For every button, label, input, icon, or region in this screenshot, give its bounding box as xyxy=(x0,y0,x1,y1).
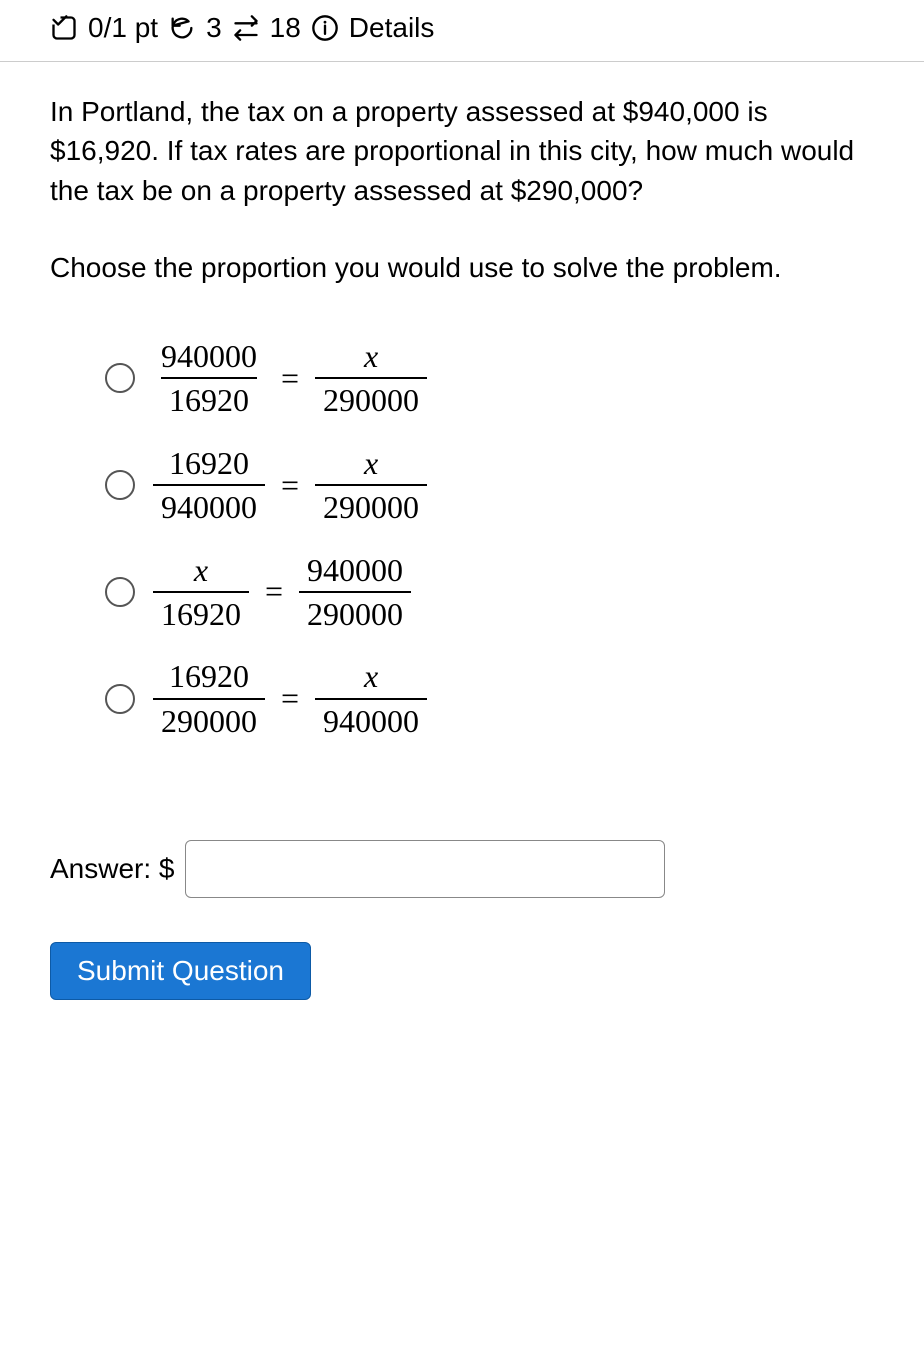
fraction-numerator: 16920 xyxy=(161,657,257,697)
fraction-numerator: 16920 xyxy=(161,444,257,484)
option-2[interactable]: 16920 940000 = x 290000 xyxy=(105,444,874,527)
radio-icon[interactable] xyxy=(105,577,135,607)
attempts-count: 18 xyxy=(270,8,301,47)
question-page: 0/1 pt 3 18 Details In Portland, the tax… xyxy=(0,0,924,1030)
equals-sign: = xyxy=(265,463,315,508)
answer-input[interactable] xyxy=(185,840,665,898)
option-expression: 16920 940000 = x 290000 xyxy=(153,444,427,527)
option-1[interactable]: 940000 16920 = x 290000 xyxy=(105,337,874,420)
submit-button[interactable]: Submit Question xyxy=(50,942,311,1000)
points-label: 0/1 pt xyxy=(88,8,158,47)
option-3[interactable]: x 16920 = 940000 290000 xyxy=(105,551,874,634)
radio-icon[interactable] xyxy=(105,684,135,714)
option-expression: 16920 290000 = x 940000 xyxy=(153,657,427,740)
fraction-denominator: 940000 xyxy=(153,484,265,526)
equals-sign: = xyxy=(249,569,299,614)
fraction-denominator: 16920 xyxy=(161,377,257,419)
question-header: 0/1 pt 3 18 Details xyxy=(0,0,924,62)
equals-sign: = xyxy=(265,356,315,401)
radio-icon[interactable] xyxy=(105,363,135,393)
answer-label: Answer: $ xyxy=(50,849,175,888)
options-group: 940000 16920 = x 290000 16920 940000 xyxy=(105,337,874,740)
retry-icon xyxy=(168,14,196,42)
fraction-denominator: 290000 xyxy=(315,377,427,419)
score-icon xyxy=(50,14,78,42)
fraction-numerator: x xyxy=(186,551,216,591)
option-4[interactable]: 16920 290000 = x 940000 xyxy=(105,657,874,740)
fraction-denominator: 290000 xyxy=(153,698,265,740)
fraction-denominator: 290000 xyxy=(299,591,411,633)
attempts-icon xyxy=(232,14,260,42)
answer-row: Answer: $ xyxy=(50,840,874,898)
equals-sign: = xyxy=(265,676,315,721)
fraction-numerator: x xyxy=(356,657,386,697)
question-prompt: Choose the proportion you would use to s… xyxy=(50,248,874,287)
question-body: In Portland, the tax on a property asses… xyxy=(50,92,874,210)
info-icon xyxy=(311,14,339,42)
fraction-numerator: 940000 xyxy=(153,337,265,377)
radio-icon[interactable] xyxy=(105,470,135,500)
option-expression: 940000 16920 = x 290000 xyxy=(153,337,427,420)
fraction-denominator: 16920 xyxy=(153,591,249,633)
fraction-denominator: 290000 xyxy=(315,484,427,526)
fraction-numerator: x xyxy=(356,444,386,484)
question-content: In Portland, the tax on a property asses… xyxy=(0,62,924,1030)
retries-count: 3 xyxy=(206,8,222,47)
fraction-numerator: 940000 xyxy=(299,551,411,591)
fraction-numerator: x xyxy=(356,337,386,377)
details-link[interactable]: Details xyxy=(349,8,435,47)
fraction-denominator: 940000 xyxy=(315,698,427,740)
option-expression: x 16920 = 940000 290000 xyxy=(153,551,411,634)
